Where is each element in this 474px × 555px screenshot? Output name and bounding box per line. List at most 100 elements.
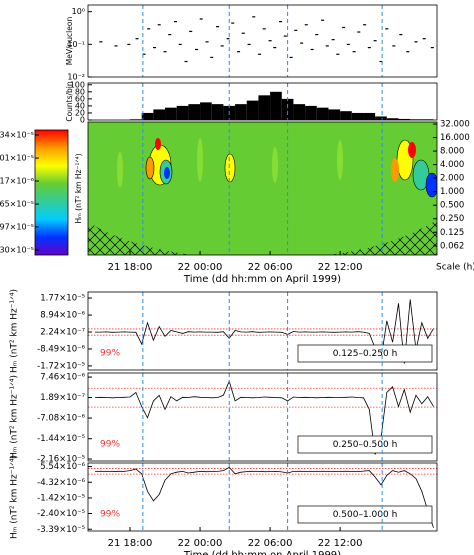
significance-label: 99% (100, 440, 120, 450)
y-tick-label: 5.54×10⁻⁶ (40, 462, 85, 472)
y-tick-label: 7.46×10⁻⁶ (40, 373, 85, 383)
particle-point (142, 53, 146, 55)
particle-point (422, 38, 426, 40)
particle-point (241, 32, 245, 34)
x-tick-label: 22 06:00 (248, 262, 293, 273)
particle-point (373, 40, 377, 42)
x-tick-label: 21 18:00 (108, 538, 153, 549)
y-axis-title: Hₘ (nT² km Hz⁻¹ᐟ⁴) (10, 375, 20, 459)
y-tick-label: -4.32×10⁻⁶ (37, 478, 85, 488)
histogram-bar (211, 104, 224, 120)
y-tick-label: 10⁰ (72, 7, 85, 16)
histogram-bar (235, 104, 247, 120)
y-axis-title: MeV/nucleon (65, 17, 74, 66)
histogram-bar (176, 105, 189, 120)
particle-point (178, 43, 182, 46)
y-tick-label: 80 (75, 87, 85, 96)
particle-point (174, 21, 178, 23)
particle-point (363, 24, 367, 26)
colorbar-tick-label: -2.97×10⁻⁵ (0, 222, 34, 231)
histogram-bar (188, 104, 201, 120)
particle-point (385, 28, 389, 30)
particle-point (231, 22, 235, 24)
wavelet-blob (155, 138, 161, 150)
particle-point (294, 29, 298, 31)
particle-point (189, 30, 193, 33)
particle-point (210, 56, 214, 59)
particle-point (237, 51, 241, 53)
wavelet-blob (145, 156, 155, 180)
y-tick-label: -8.49×10⁻⁶ (37, 344, 85, 354)
particle-point (289, 56, 293, 59)
y-tick-label: 8.94×10⁻⁶ (40, 311, 85, 321)
y-tick-label: -1.42×10⁻⁵ (37, 493, 85, 503)
wavelet-blob (408, 142, 416, 158)
y-axis-title: Counts/bin (65, 81, 74, 122)
y-tick-label: 40 (75, 101, 85, 110)
particle-point (321, 19, 325, 21)
wavelet-field (88, 122, 437, 255)
particle-point (205, 41, 209, 43)
histogram-bar (246, 100, 259, 120)
particle-point (342, 26, 346, 29)
y2-tick-label: 32.000 (440, 120, 470, 130)
particle-point (127, 43, 131, 46)
particle-point (216, 26, 220, 28)
colorbar-tick-label: -1.65×10⁻⁵ (0, 200, 34, 209)
x-tick-label: 22 12:00 (318, 262, 363, 273)
histogram-bar (340, 111, 352, 120)
histogram-bar (200, 102, 212, 120)
wavelet-blob (164, 167, 170, 179)
y-tick-label: 2.24×10⁻⁷ (40, 328, 85, 338)
particle-point (199, 18, 203, 20)
y2-tick-label: 2.000 (440, 174, 464, 184)
particle-point (406, 51, 410, 53)
band-box (297, 505, 433, 524)
plot-frame (87, 4, 438, 78)
particle-point (226, 38, 230, 40)
band-label: 0.125–0.250 h (333, 349, 398, 359)
particle-point (220, 45, 224, 47)
y-tick-label: 0 (80, 116, 85, 125)
y2-tick-label: 0.250 (440, 214, 464, 224)
colorbar-tick-label: 1.01×10⁻⁵ (0, 154, 34, 163)
histogram-bar (363, 112, 376, 120)
histogram-bar (141, 112, 154, 120)
histogram-bar (281, 98, 294, 120)
band-box (297, 344, 433, 363)
particle-point (304, 24, 308, 26)
histogram-bar (270, 91, 282, 120)
x-tick-label: 22 00:00 (178, 262, 223, 273)
x-tick-label: 22 00:00 (178, 538, 223, 549)
particle-point (168, 34, 172, 36)
y-tick-label: 1.77×10⁻⁵ (40, 294, 85, 304)
histogram-bar (165, 107, 177, 120)
wavelet-blob (197, 138, 203, 182)
particle-point (336, 53, 340, 55)
particle-point (184, 60, 188, 63)
particle-point (99, 41, 103, 43)
wavelet-blob (425, 172, 437, 198)
significance-label: 99% (100, 349, 120, 359)
particle-point (367, 46, 371, 49)
y-tick-label: -1.72×10⁻⁵ (37, 361, 85, 371)
particle-point (399, 34, 403, 36)
histogram-bar (316, 107, 329, 120)
histogram-bar (258, 95, 271, 120)
particle-point (325, 45, 329, 47)
y-tick-label: 100 (70, 80, 85, 89)
particle-point (357, 31, 361, 33)
histogram-bar (293, 104, 306, 120)
particle-point (195, 48, 199, 51)
x-axis-title: Time (dd hh:mm on April 1999) (183, 550, 341, 555)
particle-point (300, 42, 304, 44)
band-label: 0.250–0.500 h (333, 440, 398, 450)
histogram-bar (305, 105, 317, 120)
y-tick-label: -7.08×10⁻⁶ (37, 414, 85, 424)
wavelet-background (88, 122, 437, 255)
histogram-bar (328, 109, 341, 120)
plot-frame (87, 372, 438, 462)
particle-point (392, 45, 396, 47)
